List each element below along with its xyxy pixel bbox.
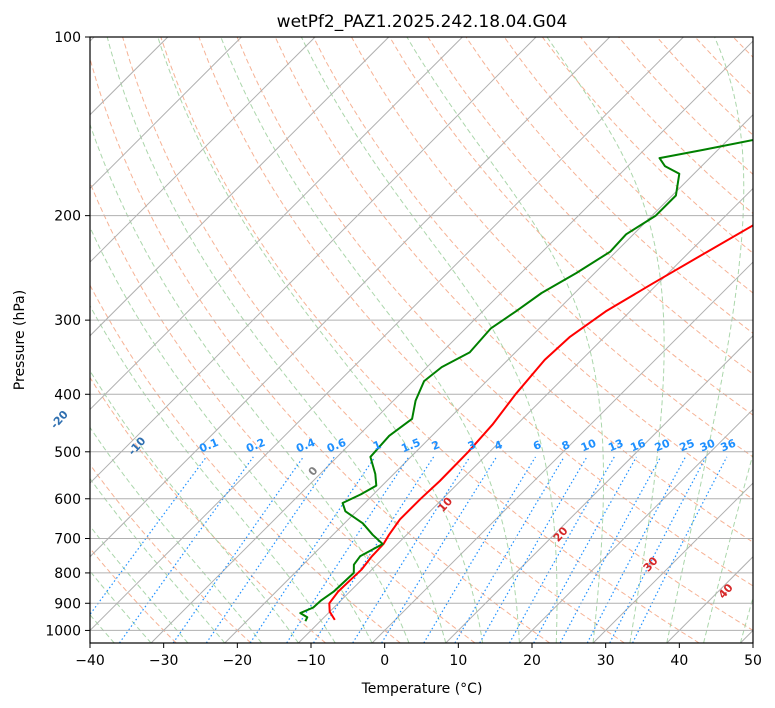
dry-adiabat-line <box>198 37 753 631</box>
isotherm-line <box>592 482 753 643</box>
isotherm-line <box>519 408 753 643</box>
dry-adiabat-line <box>90 56 550 643</box>
dry-adiabat-line <box>90 547 177 643</box>
moist-adiabat-line <box>90 477 226 643</box>
y-tick-label: 200 <box>54 209 81 225</box>
isotherm-line <box>445 335 753 643</box>
y-tick-label: 400 <box>54 387 81 403</box>
plot-frame <box>89 36 754 644</box>
dry-adiabat-line <box>122 37 625 643</box>
moist-adiabat-line <box>546 37 665 643</box>
y-axis: 100 200 300 400 500 600 700 800 900 1000 <box>45 30 90 639</box>
temperature-line <box>328 224 753 621</box>
dry-adiabat-line <box>90 181 476 643</box>
x-tick-label: −30 <box>149 653 179 669</box>
x-tick-label: 10 <box>449 653 467 669</box>
isotherm-line <box>90 37 242 190</box>
mixing-ratio-label: 3 <box>466 438 478 453</box>
chart-title: wetPf2_PAZ1.2025.242.18.04.G04 <box>277 12 568 32</box>
mixing-ratio-label: 30 <box>698 437 717 455</box>
moist-adiabat-line <box>90 123 410 643</box>
dry-adiabat-line <box>427 37 753 375</box>
x-tick-label: 40 <box>670 653 688 669</box>
y-tick-label: 100 <box>54 30 81 46</box>
isotherm-line <box>90 37 537 484</box>
mixing-ratio-label: 2 <box>430 438 442 453</box>
background-lines <box>90 37 753 643</box>
mixing-ratio-label: 25 <box>677 437 696 455</box>
isotherm-line <box>90 37 463 411</box>
mixing-ratio-label: 13 <box>606 437 625 455</box>
moist-adiabat-line <box>666 37 745 643</box>
profile-lines <box>299 138 753 622</box>
y-tick-label: 300 <box>54 313 81 329</box>
moist-adiabat-line <box>220 37 520 643</box>
mixing-ratio-label: 8 <box>560 438 572 453</box>
mixing-ratio-label: 1 <box>371 438 383 453</box>
moist-adiabat-line <box>90 426 262 643</box>
y-tick-label: 500 <box>54 445 81 461</box>
mixing-ratio-label: 36 <box>719 437 738 455</box>
isotherm-line <box>90 37 390 337</box>
mixing-ratio-label: 16 <box>628 437 647 455</box>
x-axis-label: Temperature (°C) <box>361 681 483 697</box>
dewpoint-line <box>299 138 753 622</box>
mixing-ratio-line <box>205 456 335 643</box>
moist-adiabat-line <box>739 595 753 643</box>
y-tick-label: 700 <box>54 532 81 548</box>
dry-adiabat-line <box>236 37 753 587</box>
mixing-ratio-label: 20 <box>653 437 672 455</box>
isotherm-line <box>90 37 684 632</box>
y-tick-label: 600 <box>54 492 81 508</box>
moist-adiabat-line <box>90 525 189 643</box>
y-tick-label: 800 <box>54 566 81 582</box>
x-tick-label: −10 <box>296 653 326 669</box>
moist-adiabat-line <box>703 452 753 643</box>
isotherm-line <box>90 37 611 558</box>
isotherm-line <box>90 37 316 263</box>
dry-adiabat-line <box>90 463 252 643</box>
x-tick-label: −20 <box>223 653 253 669</box>
x-axis: −40 −30 −20 −10 0 10 20 30 40 50 <box>75 643 762 669</box>
pressure-gridlines <box>90 37 753 631</box>
dry-adiabat-line <box>160 37 700 643</box>
y-tick-label: 900 <box>54 596 81 612</box>
isotherm-line <box>224 114 753 643</box>
dry-adiabat-line <box>389 37 753 416</box>
isotherm-line <box>150 40 753 643</box>
moist-adiabat-line <box>406 37 604 643</box>
dry-adiabat-line <box>312 37 753 500</box>
mixing-ratio-line <box>454 456 565 643</box>
x-tick-label: 0 <box>380 653 389 669</box>
x-tick-label: 20 <box>523 653 541 669</box>
isotherm-line <box>298 187 753 643</box>
mixing-ratio-label: 10 <box>579 437 598 455</box>
x-tick-label: 50 <box>744 653 762 669</box>
x-tick-label: −40 <box>75 653 105 669</box>
moist-adiabat-line <box>90 570 152 643</box>
dry-adiabat-line <box>503 37 753 294</box>
x-tick-label: 30 <box>597 653 615 669</box>
isotherm-line <box>371 261 753 643</box>
y-axis-label: Pressure (hPa) <box>12 290 28 390</box>
dry-adiabat-line <box>90 376 326 643</box>
mixing-ratio-line <box>423 456 537 643</box>
mixing-ratio-line <box>172 456 304 643</box>
y-tick-label: 1000 <box>45 623 81 639</box>
moist-adiabat-line <box>90 226 373 643</box>
